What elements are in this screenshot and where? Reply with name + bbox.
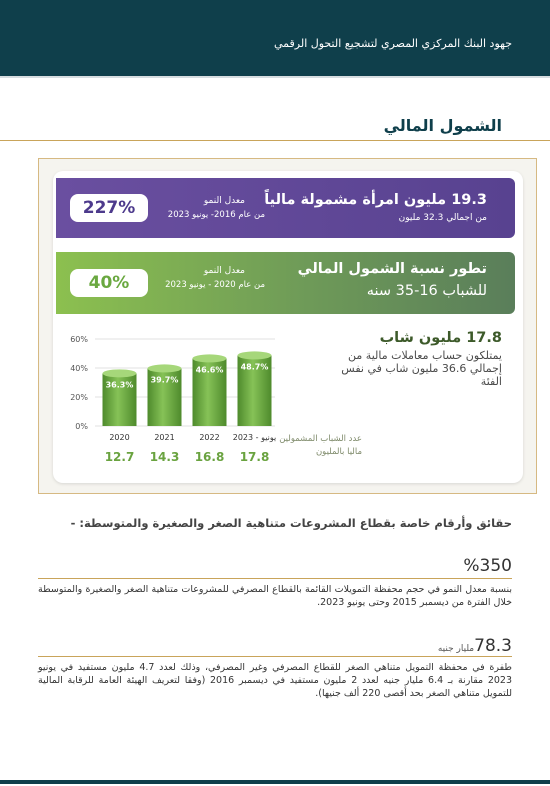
- fact-2-value: 78.3: [474, 636, 512, 656]
- youth-stat-description: يمتلكون حساب معاملات مالية من إجمالي 36.…: [341, 349, 502, 388]
- fact-2-text: طفرة في محفظة التمويل متناهي الصغر للقطا…: [38, 662, 512, 699]
- youth-stat-headline: 17.8 مليون شاب: [379, 330, 502, 346]
- fact-1-divider: [38, 578, 512, 579]
- header-divider: [0, 76, 550, 78]
- fact-1-text: بنسبة معدل النمو في حجم محفظة التمويلات …: [38, 584, 512, 608]
- youth-rate-badge: 40%: [70, 269, 148, 297]
- facts-heading: حقائق وأرقام خاصة بقطاع المشروعات متناهي…: [70, 516, 512, 530]
- section-divider: [0, 140, 550, 141]
- women-banner-subtitle: من اجمالي 32.3 مليون: [398, 213, 487, 223]
- page-header: جهود البنك المركزي المصري لتشجيع التحول …: [0, 0, 550, 76]
- women-rate-period: من عام 2016- يونيو 2023: [167, 210, 265, 220]
- youth-banner-title-line2: للشباب 16-35 سنه: [366, 283, 487, 299]
- youth-inclusion-banner: تطور نسبة الشمول المالي للشباب 16-35 سنه…: [56, 252, 515, 314]
- fact-2-unit: مليار جنيه: [437, 644, 475, 654]
- women-banner-title: 19.3 مليون امرأة مشمولة مالياً: [264, 192, 487, 208]
- fact-1-value: %350: [463, 556, 512, 576]
- women-inclusion-banner: 19.3 مليون امرأة مشمولة مالياً من اجمالي…: [56, 178, 515, 238]
- youth-rate-label: معدل النمو: [203, 266, 245, 276]
- youth-stat-block: 17.8 مليون شاب يمتلكون حساب معاملات مالي…: [332, 330, 502, 388]
- fact-2-divider: [38, 656, 512, 657]
- header-title: جهود البنك المركزي المصري لتشجيع التحول …: [273, 37, 512, 50]
- fact-1-number: %350: [463, 556, 512, 576]
- women-rate-label: معدل النمو: [203, 196, 245, 206]
- youth-banner-title: تطور نسبة الشمول المالي: [297, 261, 487, 277]
- chart-secondary-label: عدد الشباب المشمولين ماليا بالمليون: [279, 434, 362, 457]
- women-rate-badge: 227%: [70, 194, 148, 222]
- section-title: الشمول المالي: [383, 116, 502, 135]
- fact-2-number: 78.3مليار جنيه: [432, 636, 512, 656]
- youth-rate-period: من عام 2020 - يونيو 2023: [165, 280, 265, 290]
- footer-bar: [0, 780, 550, 784]
